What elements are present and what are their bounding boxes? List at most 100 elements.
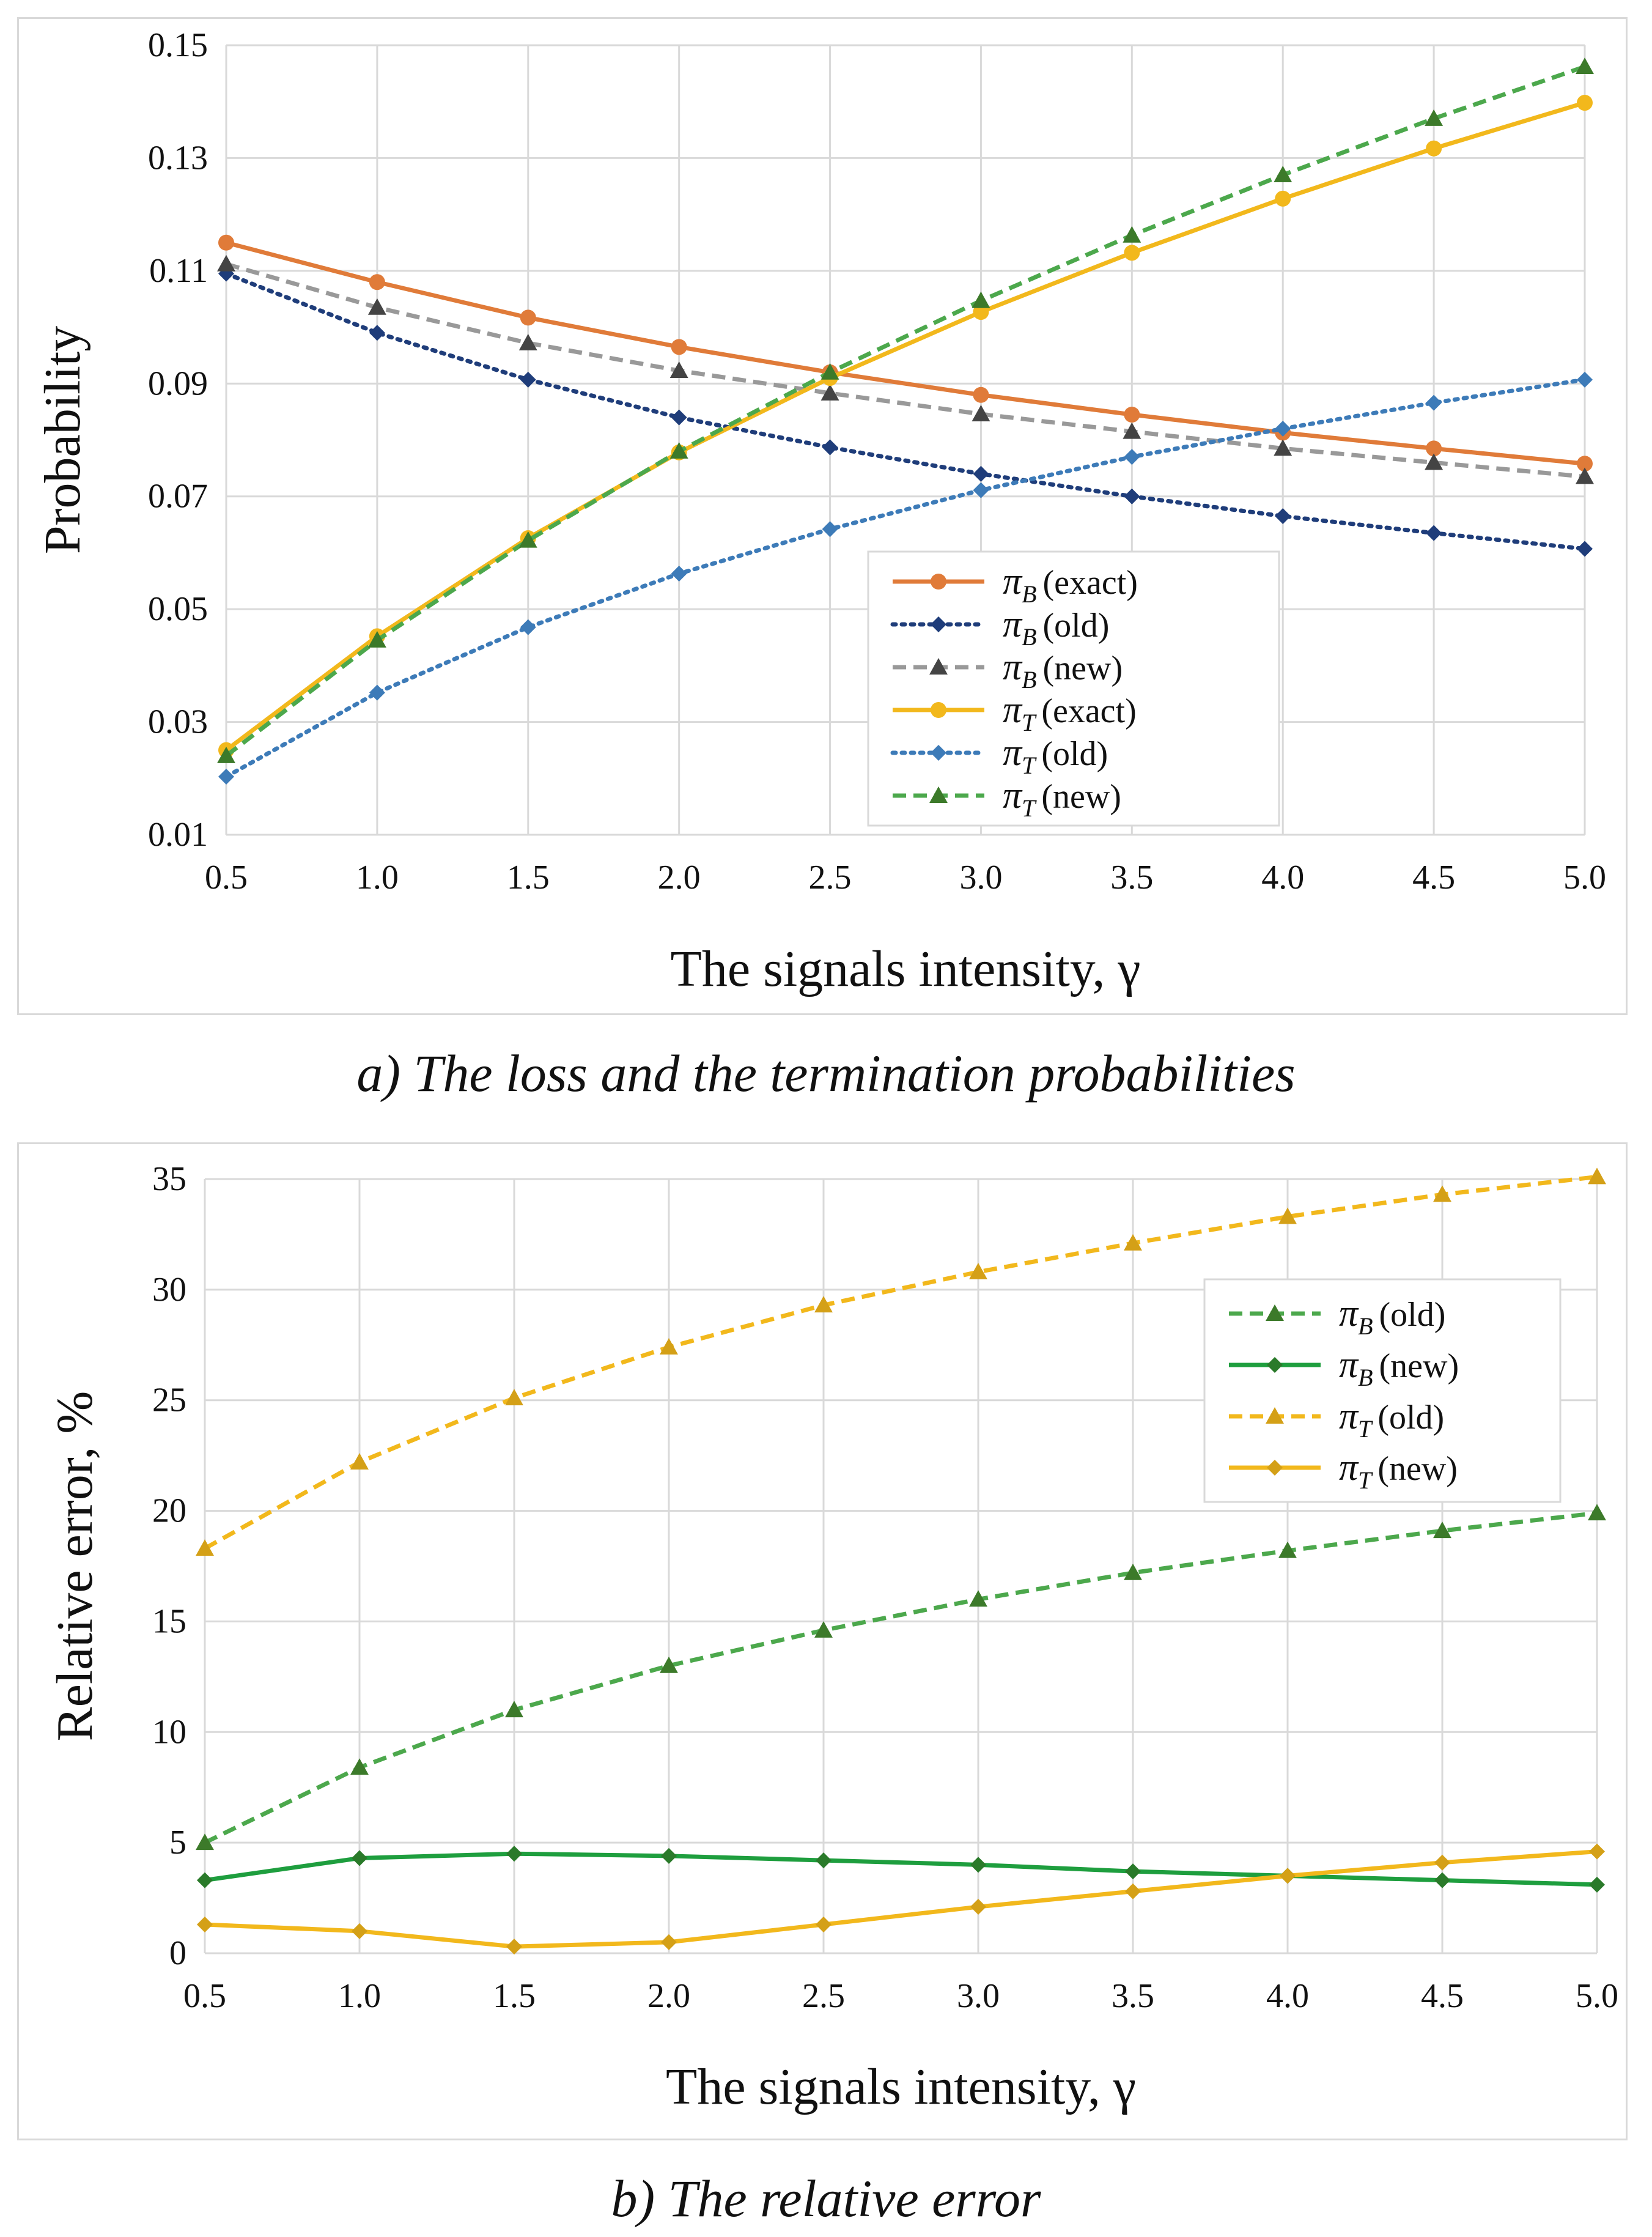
data-point: [520, 371, 536, 388]
x-tick-label: 0.5: [205, 859, 248, 897]
data-point: [1577, 95, 1593, 111]
data-point: [196, 1539, 214, 1556]
y-tick-label: 0: [169, 1934, 186, 1972]
y-tick-label: 25: [152, 1381, 186, 1419]
data-point: [369, 325, 385, 341]
x-tick-label: 3.0: [957, 1977, 1000, 2015]
data-point: [973, 482, 989, 498]
legend-marker: [1267, 1460, 1283, 1476]
x-tick-label: 1.5: [507, 859, 550, 897]
data-point: [816, 1916, 832, 1932]
legend-marker: [929, 786, 948, 803]
data-point: [520, 309, 536, 326]
data-point: [820, 363, 839, 380]
data-point: [369, 274, 385, 290]
x-tick-label: 3.5: [1110, 859, 1153, 897]
x-tick-label: 0.5: [183, 1977, 226, 2015]
x-tick-label: 4.5: [1412, 859, 1455, 897]
data-point: [970, 1899, 986, 1915]
data-point: [1275, 190, 1291, 207]
legend-marker: [931, 702, 946, 718]
data-point: [660, 1337, 678, 1355]
data-point: [520, 619, 536, 635]
data-point: [1588, 1167, 1606, 1185]
data-point: [973, 386, 989, 403]
data-point: [1274, 439, 1292, 456]
legend-marker: [931, 616, 946, 632]
data-point: [669, 361, 688, 379]
x-tick-label: 2.0: [658, 859, 701, 897]
x-tick-label: 3.5: [1112, 1977, 1154, 2015]
y-tick-label: 0.05: [148, 590, 208, 628]
series-line: [204, 1174, 1598, 1551]
data-point: [1577, 371, 1593, 388]
y-tick-label: 15: [152, 1602, 186, 1640]
data-point: [518, 531, 537, 548]
data-point: [661, 1847, 677, 1864]
data-point: [1275, 508, 1291, 524]
data-point: [218, 769, 234, 785]
data-point: [1123, 226, 1141, 243]
x-tick-label: 4.5: [1421, 1977, 1464, 2015]
x-tick-label: 2.0: [647, 1977, 690, 2015]
data-point: [671, 566, 687, 582]
x-tick-label: 1.0: [338, 1977, 381, 2015]
data-point: [969, 1590, 987, 1607]
data-point: [1426, 440, 1442, 457]
legend-label: πB (exact): [1003, 561, 1138, 608]
data-point: [367, 298, 386, 315]
data-point: [1123, 422, 1141, 439]
legend-label: πT (new): [1003, 775, 1121, 822]
data-point: [1577, 456, 1593, 472]
legend-marker: [931, 745, 946, 761]
y-tick-label: 0.13: [148, 139, 208, 177]
y-tick-label: 10: [152, 1713, 186, 1751]
series-line: [204, 1851, 1598, 1887]
series-line: [224, 377, 1587, 779]
data-point: [671, 409, 687, 426]
x-tick-label: 1.0: [356, 859, 399, 897]
y-tick-label: 0.11: [149, 252, 208, 290]
y-tick-label: 30: [152, 1271, 186, 1309]
series-line: [224, 64, 1586, 758]
data-point: [1124, 1563, 1142, 1580]
legend-box: [867, 550, 1280, 827]
data-point: [218, 234, 234, 251]
data-point: [1275, 421, 1291, 437]
data-point: [671, 339, 687, 355]
data-point: [1124, 407, 1140, 423]
data-point: [352, 1923, 367, 1939]
legend-box: [1203, 1278, 1562, 1503]
y-axis-title: Relative error, %: [46, 1391, 103, 1742]
data-point: [506, 1939, 522, 1955]
series-line: [226, 240, 1585, 466]
data-point: [969, 1262, 987, 1279]
data-point: [820, 384, 839, 401]
y-tick-label: 35: [152, 1160, 186, 1198]
data-point: [1577, 541, 1593, 557]
data-point: [1124, 1233, 1142, 1251]
x-tick-label: 5.0: [1563, 859, 1606, 897]
data-point: [1426, 140, 1442, 157]
data-point: [506, 1846, 522, 1862]
data-point: [1434, 1854, 1450, 1871]
data-point: [1274, 166, 1292, 183]
legend-marker: [931, 574, 946, 590]
data-point: [1125, 1883, 1141, 1899]
data-point: [350, 1758, 369, 1775]
legend-label: πT (old): [1003, 732, 1108, 779]
series-line: [226, 262, 1585, 479]
legend-label: πT (old): [1339, 1396, 1444, 1443]
data-point: [1425, 453, 1444, 470]
legend-label: πT (exact): [1003, 689, 1137, 736]
data-point: [367, 630, 386, 648]
legend-marker: [1266, 1304, 1284, 1321]
y-tick-label: 0.09: [148, 364, 208, 402]
data-point: [1425, 109, 1444, 126]
y-tick-label: 0.07: [148, 478, 208, 516]
series-line: [224, 100, 1586, 752]
data-point: [1124, 488, 1140, 505]
x-tick-label: 2.5: [809, 859, 852, 897]
data-point: [972, 405, 990, 422]
data-point: [816, 1852, 832, 1869]
